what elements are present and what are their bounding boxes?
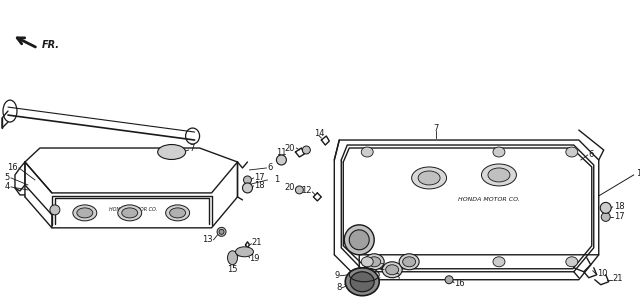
Ellipse shape (122, 208, 138, 218)
Text: 5: 5 (4, 174, 10, 182)
Ellipse shape (243, 176, 252, 184)
Ellipse shape (243, 183, 252, 193)
Ellipse shape (302, 146, 310, 154)
Ellipse shape (601, 212, 610, 221)
Ellipse shape (418, 171, 440, 185)
Text: 17: 17 (255, 174, 265, 182)
Ellipse shape (361, 257, 373, 267)
Ellipse shape (236, 247, 253, 257)
Ellipse shape (566, 257, 578, 267)
Text: 7: 7 (433, 124, 439, 133)
Text: HONDA MOTOR CO.: HONDA MOTOR CO. (458, 197, 520, 203)
Text: 9: 9 (334, 271, 339, 280)
Text: 1: 1 (275, 175, 280, 185)
Ellipse shape (600, 203, 611, 214)
Ellipse shape (157, 145, 186, 160)
Ellipse shape (219, 229, 224, 234)
Ellipse shape (403, 257, 415, 267)
Ellipse shape (493, 147, 505, 157)
Ellipse shape (345, 268, 380, 296)
Text: HONDA MOTOR CO.: HONDA MOTOR CO. (109, 207, 157, 212)
Ellipse shape (50, 205, 60, 215)
Ellipse shape (412, 167, 447, 189)
Ellipse shape (445, 276, 453, 284)
Ellipse shape (349, 230, 369, 250)
Text: 1: 1 (636, 170, 640, 178)
Ellipse shape (488, 168, 510, 182)
Ellipse shape (386, 265, 399, 275)
Ellipse shape (73, 205, 97, 221)
Ellipse shape (481, 164, 516, 186)
Ellipse shape (166, 205, 189, 221)
Ellipse shape (170, 208, 186, 218)
Text: 18: 18 (614, 203, 625, 211)
Text: 6: 6 (589, 150, 594, 160)
Ellipse shape (361, 147, 373, 157)
Text: 18: 18 (255, 181, 265, 190)
Ellipse shape (364, 254, 384, 270)
Text: 19: 19 (250, 254, 260, 263)
Text: 7: 7 (189, 144, 195, 152)
Text: 15: 15 (227, 265, 238, 274)
Ellipse shape (118, 205, 141, 221)
Ellipse shape (217, 227, 226, 236)
Text: 21: 21 (252, 238, 262, 247)
Text: 14: 14 (314, 128, 324, 138)
Ellipse shape (276, 155, 286, 165)
Ellipse shape (399, 254, 419, 270)
Text: 3: 3 (394, 273, 399, 282)
Text: 2: 2 (380, 263, 385, 272)
Text: 11: 11 (276, 149, 287, 157)
Text: 6: 6 (268, 163, 273, 172)
Text: 4: 4 (4, 182, 10, 192)
Text: 20: 20 (285, 144, 296, 152)
Ellipse shape (493, 257, 505, 267)
Text: 20: 20 (285, 183, 296, 192)
Ellipse shape (296, 186, 303, 194)
Ellipse shape (77, 208, 93, 218)
Text: 10: 10 (596, 269, 607, 278)
Text: FR.: FR. (42, 40, 60, 50)
Ellipse shape (566, 147, 578, 157)
Text: 8: 8 (336, 283, 341, 292)
Text: 12: 12 (301, 186, 311, 196)
Text: 13: 13 (202, 235, 212, 244)
Ellipse shape (368, 257, 381, 267)
Text: 21: 21 (612, 274, 623, 283)
Ellipse shape (382, 262, 402, 278)
Ellipse shape (350, 272, 374, 292)
Ellipse shape (228, 251, 237, 265)
Ellipse shape (344, 225, 374, 255)
Text: 16: 16 (7, 163, 18, 172)
Text: 16: 16 (454, 279, 465, 288)
Text: 17: 17 (614, 212, 625, 221)
